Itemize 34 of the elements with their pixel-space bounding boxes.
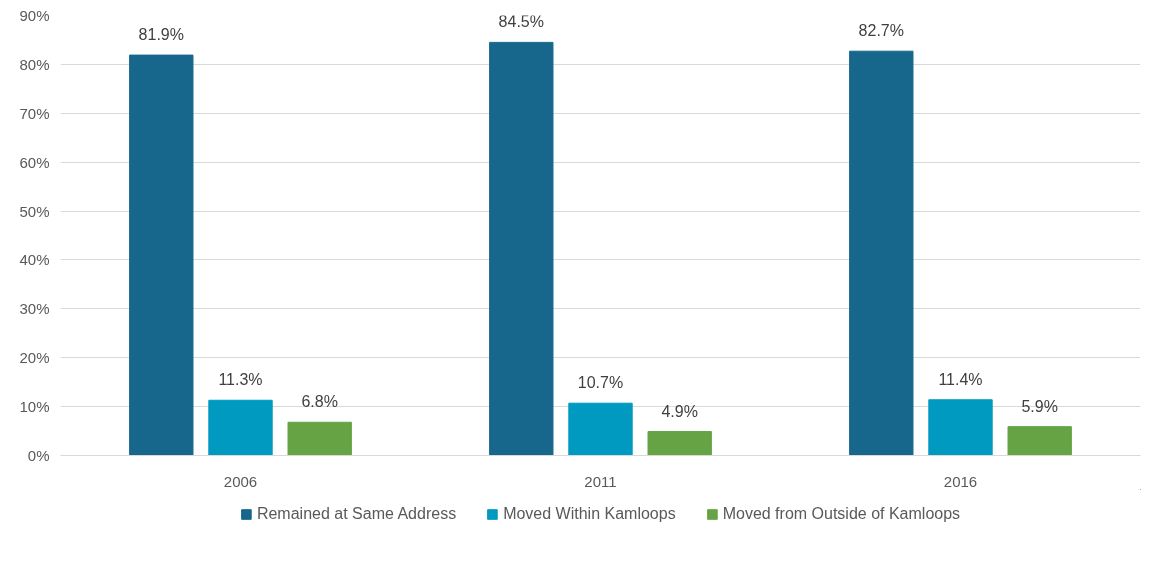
data-label: 6.8% <box>301 393 338 411</box>
bar <box>568 402 633 456</box>
x-tick-label: 2011 <box>584 472 617 490</box>
y-tick-label: 30% <box>19 300 50 318</box>
y-tick-label: 50% <box>19 202 50 220</box>
bar <box>849 50 914 456</box>
y-tick-label: 70% <box>19 104 50 122</box>
y-tick-label: 10% <box>19 398 50 416</box>
data-label: 82.7% <box>858 22 904 40</box>
data-label: 10.7% <box>577 374 624 392</box>
data-label: 5.9% <box>1021 397 1058 415</box>
y-tick-label: 40% <box>19 251 50 269</box>
bar <box>129 54 194 456</box>
y-tick-label: 80% <box>19 55 50 73</box>
y-tick-label: 0% <box>27 447 50 464</box>
bar <box>287 421 352 456</box>
bar <box>489 41 554 456</box>
data-label: 84.5% <box>498 13 544 31</box>
data-label: 4.9% <box>661 402 698 420</box>
y-tick-label: 60% <box>19 153 50 171</box>
y-tick-label: 20% <box>19 349 50 367</box>
bar <box>647 431 712 456</box>
legend-label: Moved Within Kamloops <box>503 505 676 523</box>
legend-label: Moved from Outside of Kamloops <box>722 505 961 523</box>
data-label: 11.3% <box>218 371 263 389</box>
x-tick-label: 2006 <box>223 472 258 490</box>
y-tick-label: 90% <box>19 7 50 24</box>
bar <box>928 399 993 456</box>
bar <box>208 399 273 456</box>
bar <box>1007 426 1072 456</box>
data-label: 81.9% <box>138 26 184 44</box>
legend-label: Remained at Same Address <box>256 505 457 523</box>
data-label: 11.4% <box>938 370 983 388</box>
x-tick-label: 2016 <box>943 472 978 490</box>
